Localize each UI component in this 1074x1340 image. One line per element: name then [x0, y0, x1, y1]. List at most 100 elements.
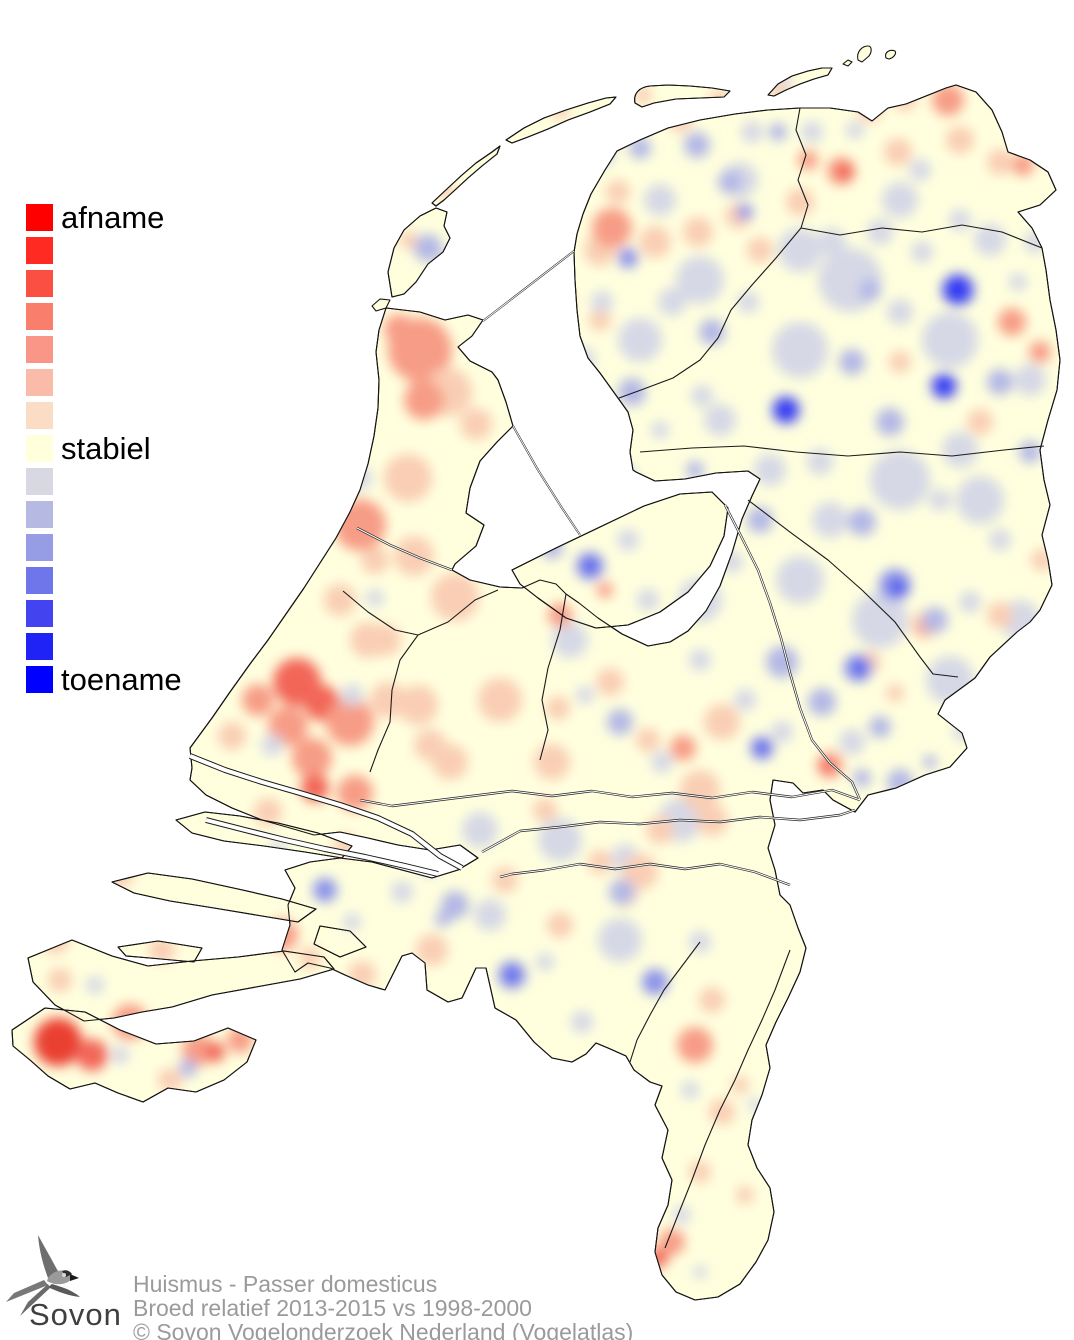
change-blob	[786, 188, 814, 216]
legend-item-0: afname	[26, 202, 182, 233]
change-blob	[869, 716, 891, 738]
legend-item-4	[26, 336, 182, 363]
change-blob	[737, 291, 759, 313]
change-blob	[779, 403, 793, 417]
change-blob	[949, 209, 971, 231]
change-blob	[242, 684, 274, 716]
legend-item-9	[26, 501, 182, 528]
change-blob	[798, 150, 818, 170]
river-lines	[356, 504, 862, 887]
change-blob	[618, 248, 638, 268]
change-blob	[734, 689, 756, 711]
change-blob	[876, 408, 904, 436]
change-blob	[361, 546, 389, 574]
legend-item-2	[26, 270, 182, 297]
change-blob	[1014, 364, 1046, 396]
change-blob	[269, 841, 287, 859]
legend-item-8	[26, 468, 182, 495]
change-blob	[648, 1248, 668, 1268]
change-blob	[546, 286, 574, 314]
change-blob	[830, 860, 870, 900]
change-blob	[107, 862, 133, 888]
change-blob	[942, 432, 978, 468]
change-blob	[617, 529, 639, 551]
change-blob	[859, 279, 881, 301]
change-blob	[637, 589, 659, 611]
change-blob	[534, 744, 570, 780]
change-blob	[343, 913, 361, 931]
legend-label: stabiel	[61, 431, 151, 466]
change-blob	[326, 698, 374, 746]
change-blob	[651, 751, 673, 773]
sovon-logo	[6, 1235, 80, 1316]
change-blob	[670, 735, 696, 761]
legend-item-5	[26, 369, 182, 396]
change-blob	[435, 911, 451, 927]
change-blob	[597, 582, 613, 598]
change-blob	[416, 934, 448, 966]
change-blob	[939, 791, 961, 813]
change-blob	[946, 126, 974, 154]
change-blob	[384, 314, 414, 344]
change-blob	[853, 769, 871, 787]
change-blob	[548, 603, 572, 627]
change-blob	[932, 84, 964, 116]
change-blob	[778, 228, 822, 272]
change-blob	[747, 507, 773, 533]
change-blob	[754, 454, 786, 486]
legend-item-6	[26, 402, 182, 429]
change-blob	[887, 299, 913, 325]
change-blob	[644, 184, 676, 216]
legend-swatch	[26, 600, 53, 627]
change-blob	[772, 322, 828, 378]
change-blob	[681, 1081, 699, 1099]
caption: Huismus - Passer domesticus Broed relati…	[133, 1272, 633, 1340]
change-blob	[618, 318, 662, 362]
caption-period: Broed relatief 2013-2015 vs 1998-2000	[133, 1295, 532, 1321]
legend-label: toename	[61, 662, 182, 697]
change-blob	[884, 138, 912, 166]
change-blob	[506, 969, 518, 981]
change-blob	[696, 804, 728, 836]
change-blob	[587, 139, 613, 165]
change-blob	[461, 121, 479, 139]
change-blob	[179, 1059, 197, 1077]
waterway-channels	[188, 753, 464, 877]
legend-swatch	[26, 666, 53, 693]
change-blob	[678, 578, 722, 622]
change-blob	[634, 86, 652, 104]
change-blob	[41, 926, 69, 954]
change-blob	[704, 704, 740, 740]
change-blob	[709, 89, 731, 111]
change-blob	[254, 798, 282, 826]
change-blob	[769, 123, 787, 141]
dike-lines	[482, 250, 581, 536]
legend-item-13	[26, 633, 182, 660]
change-blob	[636, 728, 660, 752]
change-blob	[689, 649, 711, 671]
change-blob	[337, 775, 373, 811]
legend-item-14: toename	[26, 662, 182, 697]
legend: afname stabiel toename	[26, 202, 182, 699]
change-blob	[890, 580, 906, 596]
change-blob	[398, 685, 438, 725]
caption-copyright: © Sovon Vogelonderzoek Nederland (Vogela…	[133, 1319, 634, 1340]
change-blob	[598, 918, 642, 962]
change-blob	[348, 466, 372, 490]
change-blob	[956, 476, 1004, 524]
change-blob	[820, 760, 834, 774]
change-blob	[536, 156, 554, 174]
change-blob	[441, 891, 469, 919]
change-blob	[987, 369, 1013, 395]
change-blob	[659, 1229, 685, 1255]
change-blob	[938, 380, 950, 392]
change-blob	[987, 149, 1013, 175]
legend-swatch	[26, 468, 53, 495]
change-blob	[299, 947, 321, 969]
change-blob	[205, 1042, 225, 1062]
change-blob	[313, 878, 337, 902]
change-blob	[1009, 273, 1027, 291]
change-blob	[680, 770, 720, 810]
change-blob	[801, 121, 823, 143]
legend-swatch	[26, 402, 53, 429]
